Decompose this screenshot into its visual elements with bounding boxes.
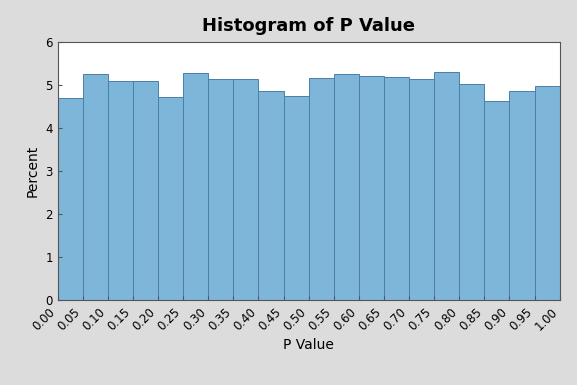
Bar <box>208 79 233 300</box>
Bar <box>158 97 183 300</box>
Bar <box>258 91 283 300</box>
Bar <box>509 91 534 300</box>
Bar <box>409 79 434 300</box>
X-axis label: P Value: P Value <box>283 338 334 352</box>
Bar <box>283 96 309 300</box>
Bar <box>183 73 208 300</box>
Title: Histogram of P Value: Histogram of P Value <box>202 17 415 35</box>
Bar <box>233 79 258 300</box>
Y-axis label: Percent: Percent <box>26 145 40 198</box>
Bar <box>334 74 359 300</box>
Bar <box>58 98 83 300</box>
Bar <box>534 86 560 300</box>
Bar <box>459 84 484 300</box>
Bar <box>309 78 334 300</box>
Bar <box>133 81 158 300</box>
Bar <box>434 72 459 300</box>
Bar <box>108 81 133 300</box>
Bar <box>484 101 509 300</box>
Bar <box>384 77 409 300</box>
Bar <box>359 76 384 300</box>
Bar <box>83 74 108 300</box>
